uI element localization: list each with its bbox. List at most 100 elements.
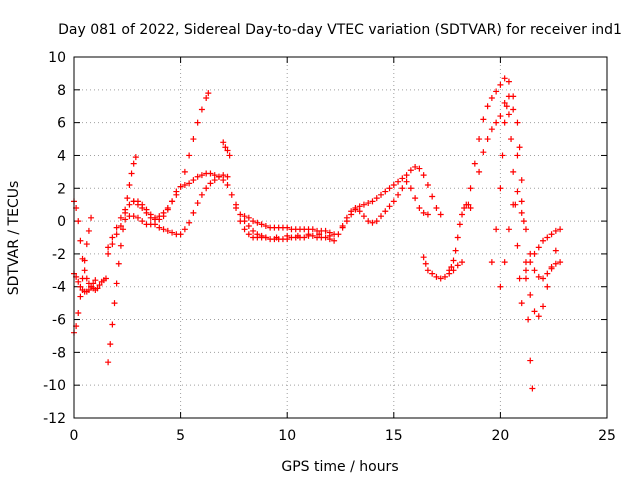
data-point [557, 259, 564, 266]
x-axis-label: GPS time / hours [281, 459, 398, 475]
series-arc-low-wave [105, 170, 333, 251]
series-arc-drop-17 [420, 254, 466, 282]
data-point [111, 300, 118, 307]
data-point [544, 270, 551, 277]
data-point [198, 191, 205, 198]
data-point [360, 201, 367, 208]
data-point [514, 188, 521, 195]
data-point [505, 111, 512, 118]
data-point [190, 209, 197, 216]
data-point [258, 232, 265, 239]
data-point [207, 180, 214, 187]
data-point [113, 231, 120, 238]
data-point [467, 185, 474, 192]
data-point [205, 90, 212, 97]
data-point [81, 257, 88, 264]
data-point [503, 103, 510, 110]
data-point [152, 221, 159, 228]
data-point [134, 214, 141, 221]
data-point [501, 119, 508, 126]
data-point [107, 341, 114, 348]
data-point [181, 226, 188, 233]
data-point [139, 218, 146, 225]
series-arc-afternoon-a [335, 163, 444, 238]
data-point [126, 201, 133, 208]
data-point [390, 198, 397, 205]
data-point [407, 167, 414, 174]
data-point [497, 283, 504, 290]
data-point [390, 181, 397, 188]
data-point [548, 231, 555, 238]
y-tick-label: 0 [57, 214, 66, 230]
data-point [77, 283, 84, 290]
data-point [109, 234, 116, 241]
data-point [186, 219, 193, 226]
data-point [316, 231, 323, 238]
data-point [122, 206, 129, 213]
data-point [531, 267, 538, 274]
data-point [262, 234, 269, 241]
data-point [177, 183, 184, 190]
data-point [164, 206, 171, 213]
y-tick-label: -2 [52, 247, 66, 263]
data-point [501, 99, 508, 106]
data-point [378, 191, 385, 198]
data-point [369, 198, 376, 205]
data-point [522, 275, 529, 282]
data-point [207, 170, 214, 177]
data-point [198, 106, 205, 113]
data-point [412, 163, 419, 170]
data-point [407, 185, 414, 192]
data-point [128, 170, 135, 177]
data-point [522, 226, 529, 233]
data-point [190, 136, 197, 143]
y-axis-label: SDTVAR / TECUs [6, 181, 22, 296]
data-point [456, 221, 463, 228]
data-point [134, 201, 141, 208]
series-arc-peak-b [476, 93, 559, 320]
data-point [331, 237, 338, 244]
data-point [365, 218, 372, 225]
data-point [105, 359, 112, 366]
data-point [395, 178, 402, 185]
y-tick-label: -4 [52, 280, 66, 296]
data-point [433, 204, 440, 211]
data-point [215, 173, 222, 180]
data-point [124, 195, 131, 202]
data-point [373, 218, 380, 225]
data-point [548, 265, 555, 272]
data-point [177, 231, 184, 238]
data-point [322, 234, 329, 241]
data-point [120, 226, 127, 233]
data-point [130, 160, 137, 167]
data-point [203, 185, 210, 192]
data-point [484, 103, 491, 110]
data-point [369, 219, 376, 226]
data-point [459, 211, 466, 218]
data-point [156, 216, 163, 223]
data-point [115, 260, 122, 267]
data-point [476, 168, 483, 175]
series-arc-early-c [71, 270, 99, 295]
data-point [186, 152, 193, 159]
series-arc-peak-c [488, 103, 564, 307]
series-arc-midday-b [241, 213, 338, 238]
data-point [422, 260, 429, 267]
data-point [450, 257, 457, 264]
data-point [516, 275, 523, 282]
data-point [480, 116, 487, 123]
data-point [527, 259, 534, 266]
data-point [122, 216, 129, 223]
y-tick-label: 10 [48, 50, 66, 66]
data-point [429, 270, 436, 277]
data-point [211, 177, 218, 184]
data-point [510, 201, 517, 208]
data-point [557, 226, 564, 233]
data-point [378, 213, 385, 220]
data-point [102, 275, 109, 282]
data-point [233, 201, 240, 208]
data-point [262, 223, 269, 230]
data-point [501, 75, 508, 82]
data-point [420, 209, 427, 216]
data-points [71, 75, 564, 392]
